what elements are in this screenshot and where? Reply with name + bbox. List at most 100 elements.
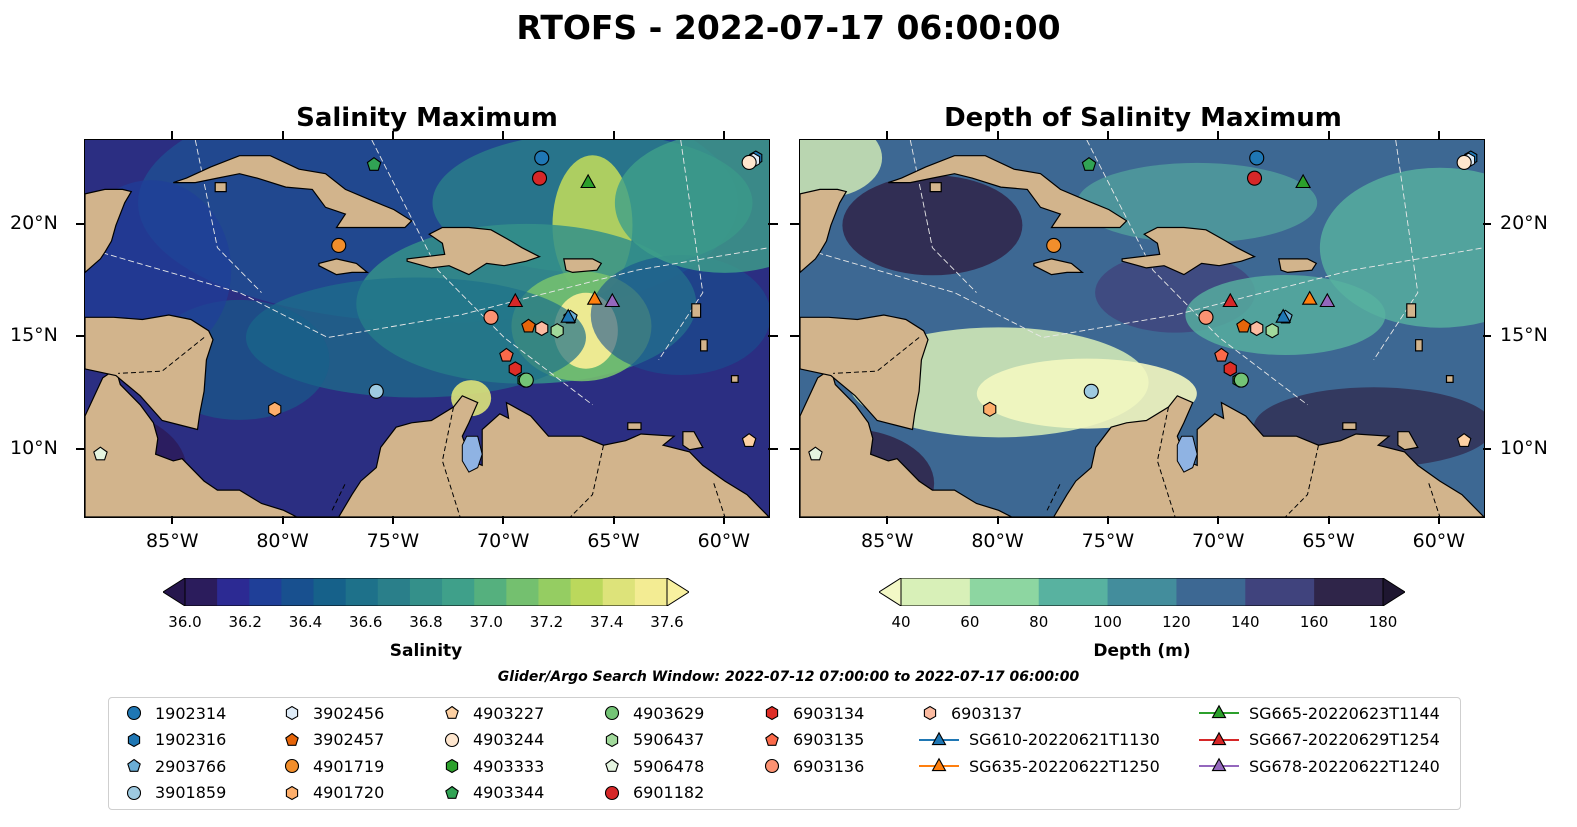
land-mass [563, 258, 603, 274]
depth-map-canvas [800, 140, 1484, 517]
colorbar-segment [1245, 578, 1315, 606]
legend-item: 6903135 [761, 728, 864, 752]
marker-6903137 [1250, 320, 1264, 337]
country-border [118, 337, 205, 374]
legend-label: SG667-20220629T1254 [1249, 730, 1440, 749]
legend-item: 3901859 [123, 781, 226, 805]
legend-label: 4903333 [473, 756, 545, 776]
legend-item: 5906478 [601, 754, 704, 778]
legend-item: SG678-20220622T1240 [1199, 754, 1440, 778]
depth-colorbar [878, 577, 1406, 607]
lon-tick-mark [886, 131, 889, 139]
marker-1902314 [1249, 150, 1265, 166]
eez-boundary-line [85, 247, 769, 338]
colorbar-tick-label: 40 [891, 613, 911, 631]
legend-label: 6903135 [793, 730, 865, 749]
marker-SG667-20220629T1254 [507, 292, 524, 308]
colorbar-tick-label: 100 [1093, 613, 1122, 631]
legend-label: 3902456 [313, 703, 385, 723]
legend-item: SG610-20220621T1130 [919, 728, 1160, 752]
lon-tick-mark [281, 516, 284, 524]
colorbar-tick-label: 37.4 [590, 613, 624, 631]
land-mass [406, 226, 542, 276]
legend-marker-pentagon-icon [285, 732, 299, 746]
legend-label: 4903244 [473, 730, 545, 749]
salinity-field-patch [590, 255, 769, 376]
colorbar-segment [249, 578, 282, 606]
marker-4903344 [366, 157, 382, 171]
lon-tick-label: 60°W [1412, 530, 1466, 552]
legend-marker-hexagon-icon [285, 785, 299, 800]
legend-item: 3902456 [281, 701, 384, 725]
colorbar-segment [345, 578, 379, 606]
salinity-map-canvas [85, 140, 769, 517]
lat-tick-label: 15°N [10, 324, 58, 347]
marker-SG635-20220622T1250 [586, 290, 603, 305]
country-border [1046, 483, 1061, 511]
legend-marker-hexagon-icon [445, 758, 459, 774]
colorbar-tick-label: 37.6 [650, 613, 684, 631]
marker-3901859 [368, 383, 384, 399]
marker-4903344 [1081, 157, 1097, 171]
legend-item: 4903333 [441, 754, 544, 778]
colorbar-tick-label: 160 [1299, 613, 1329, 631]
colorbar-segment [1038, 578, 1109, 606]
legend-marker-pentagon-icon [605, 758, 619, 772]
salinity-field-patch [245, 277, 586, 398]
lat-tick-mark [1483, 335, 1491, 338]
marker-SG665-20220623T1144 [580, 173, 597, 189]
lon-tick-mark [1437, 516, 1440, 524]
marker-SG610-20220621T1130 [560, 308, 577, 323]
figure-title: RTOFS - 2022-07-17 06:00:00 [516, 8, 1061, 47]
land-mass [1397, 431, 1419, 451]
marker-4903244 [1456, 154, 1472, 170]
legend-label: 1902314 [155, 703, 227, 723]
colorbar-segment [409, 578, 443, 606]
lon-tick-mark [1327, 131, 1330, 139]
marker-3901859 [1083, 383, 1099, 399]
marker-6903134 [1223, 361, 1237, 377]
marker-4903244 [741, 154, 757, 170]
eez-boundary-line [371, 140, 593, 406]
lat-tick-mark [768, 447, 778, 450]
marker-SG678-20220622T1240 [1319, 292, 1336, 308]
lon-tick-mark [1106, 516, 1109, 524]
country-border [833, 337, 920, 374]
lon-tick-label: 70°W [1191, 530, 1245, 552]
country-border [331, 483, 346, 511]
lon-tick-mark [1217, 131, 1220, 139]
lon-tick-label: 65°W [1302, 530, 1355, 552]
legend-item: 4901719 [281, 754, 384, 778]
lon-tick-mark [722, 516, 725, 524]
colorbar-segment [634, 578, 668, 606]
legend-marker-pentagon-icon [445, 785, 459, 799]
lon-tick-mark [1327, 516, 1330, 524]
legend-label: 6903137 [951, 703, 1023, 723]
land-mass [85, 188, 133, 274]
marker-6903137 [535, 320, 549, 337]
marker-5906478 [93, 446, 108, 461]
legend-label: SG678-20220622T1240 [1249, 756, 1440, 776]
legend-item: SG635-20220622T1250 [919, 754, 1160, 778]
land-mass [85, 367, 769, 517]
salinity-field-patch [85, 180, 232, 361]
legend-marker-triangle-icon [1199, 757, 1239, 772]
legend-marker-hexagon-icon [127, 732, 141, 747]
land-mass [627, 422, 642, 431]
lon-tick-label: 75°W [366, 530, 420, 552]
legend-marker-hexagon-icon [285, 705, 299, 721]
colorbar-extend-high [666, 577, 690, 607]
lat-tick-mark [790, 335, 800, 338]
legend-label: 6903134 [793, 703, 865, 723]
marker-1902314 [534, 150, 550, 166]
marker-4901719 [331, 237, 347, 254]
legend-label: 4901719 [313, 756, 385, 776]
land-mass [214, 181, 227, 193]
legend-item: 2903766 [123, 754, 226, 778]
marker-4903227 [741, 433, 757, 447]
land-mass [1278, 258, 1318, 274]
country-border [441, 406, 461, 517]
colorbar-tick-label: 180 [1368, 613, 1398, 631]
legend-marker-triangle-icon [919, 731, 959, 745]
lon-tick-mark [502, 516, 505, 524]
